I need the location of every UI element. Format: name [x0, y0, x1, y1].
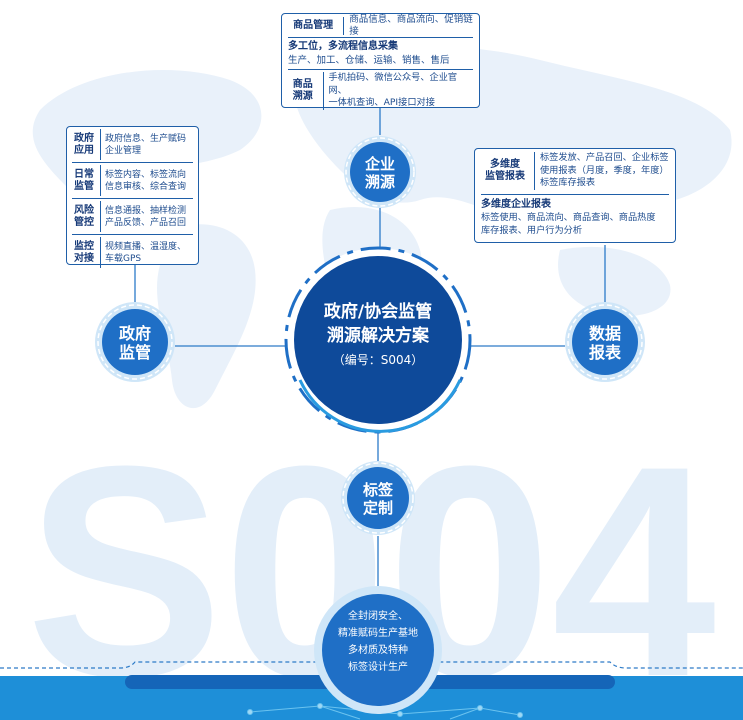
- enterprise-line2: 溯源: [364, 173, 395, 191]
- bottom-line2: 精准赋码生产基地: [338, 628, 418, 639]
- network-decoration: [247, 703, 523, 720]
- left-row-text-1: 标签内容、标签流向: [105, 169, 187, 180]
- government-label: 政府 监管: [105, 324, 165, 362]
- left-row: 风险 管控 信息通报、抽样检测 产品反馈、产品召回: [72, 201, 193, 232]
- bottom-circle-text: 全封闭安全、 精准赋码生产基地 多材质及特种 标签设计生产: [318, 608, 438, 676]
- label-circle: [341, 461, 415, 535]
- top-row3-label-1: 商品: [292, 78, 313, 90]
- bottom-line4: 标签设计生产: [348, 662, 408, 673]
- center-circle-graphic: [284, 246, 472, 434]
- left-row-label-1: 风险: [74, 204, 94, 216]
- left-row: 政府 应用 政府信息、生产赋码 企业管理: [72, 129, 193, 160]
- top-row3-label-2: 溯源: [292, 90, 313, 102]
- left-row-label: 政府 应用: [72, 133, 96, 157]
- top-row2-title: 多工位，多流程信息采集: [288, 41, 398, 52]
- left-row-label: 监控 对接: [72, 241, 96, 265]
- left-row-text: 信息通报、抽样检测 产品反馈、产品召回: [105, 205, 186, 229]
- left-info-box: 政府 应用 政府信息、生产赋码 企业管理 日常 监管 标签内容、标签流向 信息审核、综合查询风…: [66, 126, 199, 268]
- enterprise-line1: 企业: [364, 155, 395, 173]
- label-line1: 标签: [362, 481, 393, 499]
- data-label: 数据 报表: [575, 324, 635, 362]
- center-code: （编号：S004）: [332, 353, 424, 367]
- top-row1-label: 商品管理: [293, 20, 334, 31]
- top-row1-text: 商品信息、商品流向、促销链接: [349, 13, 473, 38]
- left-row-text-2: 产品反馈、产品召回: [105, 217, 187, 228]
- left-row-text-2: 信息审核、综合查询: [105, 181, 187, 192]
- center-line2: 溯源解决方案: [327, 326, 429, 346]
- top-row3-text-1: 手机拍码、微信公众号、企业官网、: [328, 72, 458, 96]
- right-text-2: 使用报表（月度，季度，年度）: [540, 164, 669, 176]
- left-row-label-1: 政府: [74, 132, 94, 144]
- left-row: 监控 对接 视频直播、温湿度、 车载GPS: [72, 237, 193, 268]
- left-row-label-1: 日常: [74, 168, 94, 180]
- left-row-text-1: 信息通报、抽样检测: [105, 205, 187, 216]
- top-row3-text: 手机拍码、微信公众号、企业官网、 一体机查询、API接口对接: [328, 72, 473, 110]
- enterprise-circle: [344, 136, 416, 208]
- left-row-label-2: 管控: [74, 216, 94, 228]
- center-title: 政府/协会监管 溯源解决方案 （编号：S004）: [298, 300, 458, 370]
- data-line1: 数据: [588, 324, 621, 343]
- right-info-box: 多维度 监管报表 标签发放、产品召回、企业标签 使用报表（月度，季度，年度） 标…: [474, 148, 676, 243]
- left-row-text-2: 企业管理: [105, 145, 142, 156]
- enterprise-label: 企业 溯源: [350, 155, 410, 191]
- left-row-text: 政府信息、生产赋码 企业管理: [105, 133, 186, 157]
- right-row1-text: 标签发放、产品召回、企业标签 使用报表（月度，季度，年度） 标签库存报表: [540, 152, 669, 190]
- government-line1: 政府: [118, 324, 151, 343]
- top-row2-text: 生产、加工、仓储、运输、销售、售后: [288, 55, 450, 66]
- data-circle: [565, 302, 645, 382]
- right-text-5: 库存报表、用户行为分析: [481, 224, 583, 236]
- left-row-label: 风险 管控: [72, 205, 96, 229]
- top-row3-label: 商品 溯源: [288, 79, 318, 103]
- top-info-box: 商品管理 商品信息、商品流向、促销链接 多工位，多流程信息采集 生产、加工、仓储…: [281, 13, 480, 110]
- bottom-circle: [314, 586, 442, 714]
- right-label-2: 监管报表: [485, 171, 525, 182]
- left-row-label-2: 应用: [74, 144, 94, 156]
- left-row-text-1: 视频直播、温湿度、: [105, 241, 187, 252]
- left-row-label-1: 监控: [74, 240, 94, 252]
- left-row-text: 标签内容、标签流向 信息审核、综合查询: [105, 169, 186, 193]
- data-line2: 报表: [588, 343, 621, 362]
- left-row-label-2: 对接: [74, 252, 94, 264]
- right-title2: 多维度企业报表: [481, 199, 551, 210]
- left-row: 日常 监管 标签内容、标签流向 信息审核、综合查询: [72, 165, 193, 196]
- label-line2: 定制: [362, 499, 393, 517]
- right-row1-label: 多维度 监管报表: [481, 159, 529, 183]
- bottom-line1: 全封闭安全、: [348, 611, 408, 622]
- top-row3-text-2: 一体机查询、API接口对接: [328, 97, 435, 108]
- right-text-1: 标签发放、产品召回、企业标签: [540, 152, 669, 164]
- government-line2: 监管: [118, 343, 151, 362]
- right-label-1: 多维度: [490, 159, 520, 170]
- government-circle: [95, 302, 175, 382]
- left-row-label-2: 监管: [74, 180, 94, 192]
- right-text-4: 标签使用、商品流向、商品查询、商品热度: [481, 212, 656, 223]
- center-line1: 政府/协会监管: [323, 302, 433, 322]
- bottom-line3: 多材质及特种: [348, 645, 408, 656]
- left-row-text-2: 车载GPS: [105, 253, 142, 264]
- right-text-3: 标签库存报表: [540, 177, 596, 189]
- left-row-text: 视频直播、温湿度、 车载GPS: [105, 241, 186, 265]
- left-row-label: 日常 监管: [72, 169, 96, 193]
- label-custom-label: 标签 定制: [348, 481, 408, 517]
- left-row-text-1: 政府信息、生产赋码: [105, 133, 187, 144]
